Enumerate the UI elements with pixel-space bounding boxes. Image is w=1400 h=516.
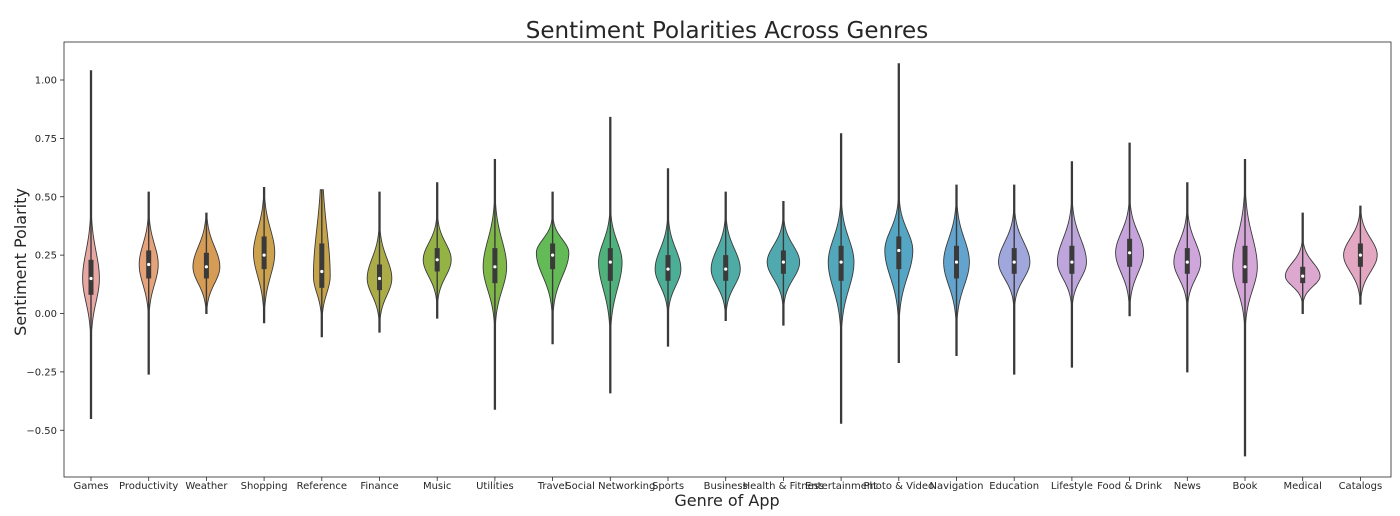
iqr-box-social-networking <box>607 248 613 281</box>
x-tick-label-news: News <box>1174 481 1201 492</box>
median-dot-business <box>724 267 728 271</box>
x-tick-label-utilities: Utilities <box>476 481 514 492</box>
median-dot-reference <box>320 269 324 274</box>
x-tick-label-health-fitness: Health & Fitness <box>743 481 825 492</box>
median-dot-games <box>89 276 93 281</box>
x-tick-label-lifestyle: Lifestyle <box>1051 481 1093 492</box>
median-dot-sports <box>666 267 670 271</box>
y-tick-label: 0.50 <box>35 192 57 203</box>
x-tick-label-music: Music <box>423 481 451 492</box>
median-dot-shopping <box>262 253 266 257</box>
chart-title: Sentiment Polarities Across Genres <box>526 18 928 44</box>
y-tick-label: −0.50 <box>26 426 57 437</box>
x-tick-label-weather: Weather <box>185 481 228 492</box>
median-dot-photo-video <box>897 248 901 253</box>
plot-frame <box>63 41 1392 478</box>
median-dot-lifestyle <box>1070 260 1074 264</box>
median-dot-food-drink <box>1128 251 1132 255</box>
x-tick-label-sports: Sports <box>652 481 684 492</box>
x-tick-label-travel: Travel <box>537 481 568 492</box>
x-axis-label: Genre of App <box>674 491 779 510</box>
y-tick-label: 0.00 <box>35 309 57 320</box>
x-tick-label-education: Education <box>989 481 1039 492</box>
median-dot-social-networking <box>608 260 612 264</box>
iqr-box-book <box>1242 245 1248 284</box>
median-dot-productivity <box>147 262 151 267</box>
x-tick-label-photo-video: Photo & Video <box>863 481 934 492</box>
x-tick-label-reference: Reference <box>297 481 347 492</box>
x-tick-label-medical: Medical <box>1284 481 1322 492</box>
x-tick-label-shopping: Shopping <box>241 481 288 492</box>
x-tick-label-finance: Finance <box>360 481 398 492</box>
y-axis: −0.50 −0.25 0.00 0.25 0.50 0.75 1.00 <box>26 76 64 437</box>
x-tick-label-games: Games <box>74 481 109 492</box>
iqr-box-reference <box>319 243 325 288</box>
iqr-box-lifestyle <box>1069 245 1075 274</box>
x-tick-label-book: Book <box>1233 481 1258 492</box>
x-tick-label-social-networking: Social Networking <box>565 481 655 492</box>
median-dot-book <box>1243 265 1247 269</box>
median-dot-travel <box>551 253 555 257</box>
median-dot-entertainment <box>839 260 843 264</box>
iqr-box-photo-video <box>896 236 902 270</box>
median-dot-music <box>435 258 439 262</box>
median-dot-weather <box>204 265 208 269</box>
median-dot-health-fitness <box>781 260 786 264</box>
x-tick-label-food-drink: Food & Drink <box>1097 481 1162 492</box>
x-tick-label-productivity: Productivity <box>119 481 178 492</box>
x-tick-label-navigation: Navigation <box>930 481 984 492</box>
violins-group <box>82 63 1378 457</box>
y-tick-label: 1.00 <box>35 76 57 87</box>
median-dot-education <box>1012 260 1016 264</box>
x-axis: Games Productivity Weather Shopping Referenc… <box>74 477 1383 492</box>
median-dot-catalogs <box>1358 253 1362 257</box>
median-dot-medical <box>1301 274 1305 278</box>
x-tick-label-business: Business <box>704 481 748 492</box>
median-dot-finance <box>377 276 382 281</box>
y-tick-label: −0.25 <box>26 367 57 378</box>
x-tick-label-entertainment: Entertainment <box>805 481 877 492</box>
median-dot-utilities <box>493 265 497 269</box>
iqr-box-shopping <box>261 236 267 270</box>
median-dot-navigation <box>954 260 959 264</box>
median-dot-news <box>1185 260 1189 264</box>
y-tick-label: 0.75 <box>35 134 57 145</box>
y-tick-label: 0.25 <box>35 251 57 262</box>
x-tick-label-catalogs: Catalogs <box>1339 481 1383 492</box>
y-axis-label: Sentiment Polarity <box>11 188 30 336</box>
